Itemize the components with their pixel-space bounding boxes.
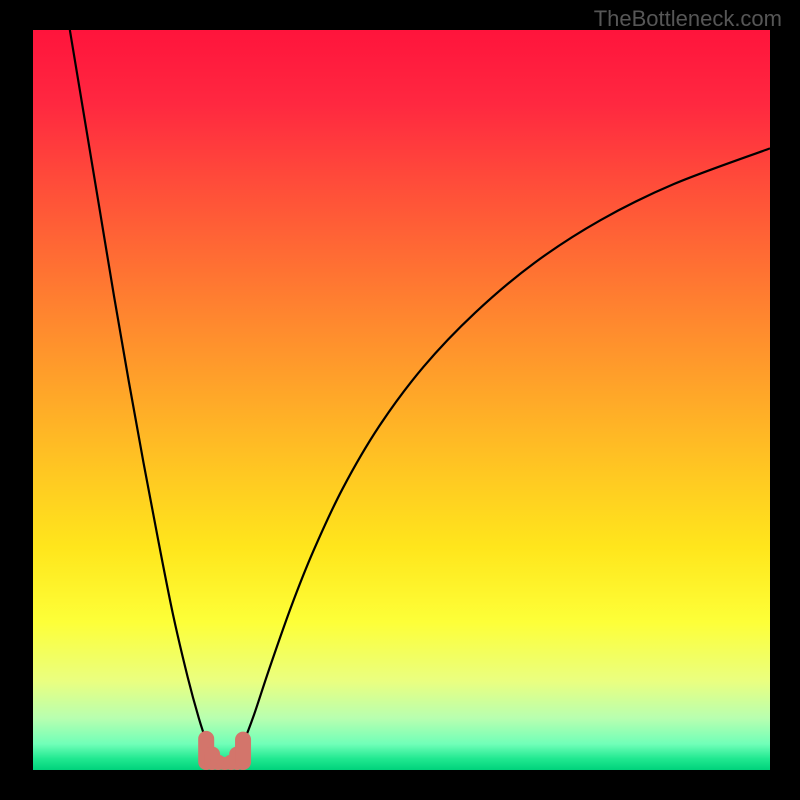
chart-svg [0, 0, 800, 800]
watermark-text: TheBottleneck.com [594, 6, 782, 32]
gradient-background [33, 30, 770, 770]
trough-marker [235, 732, 251, 770]
